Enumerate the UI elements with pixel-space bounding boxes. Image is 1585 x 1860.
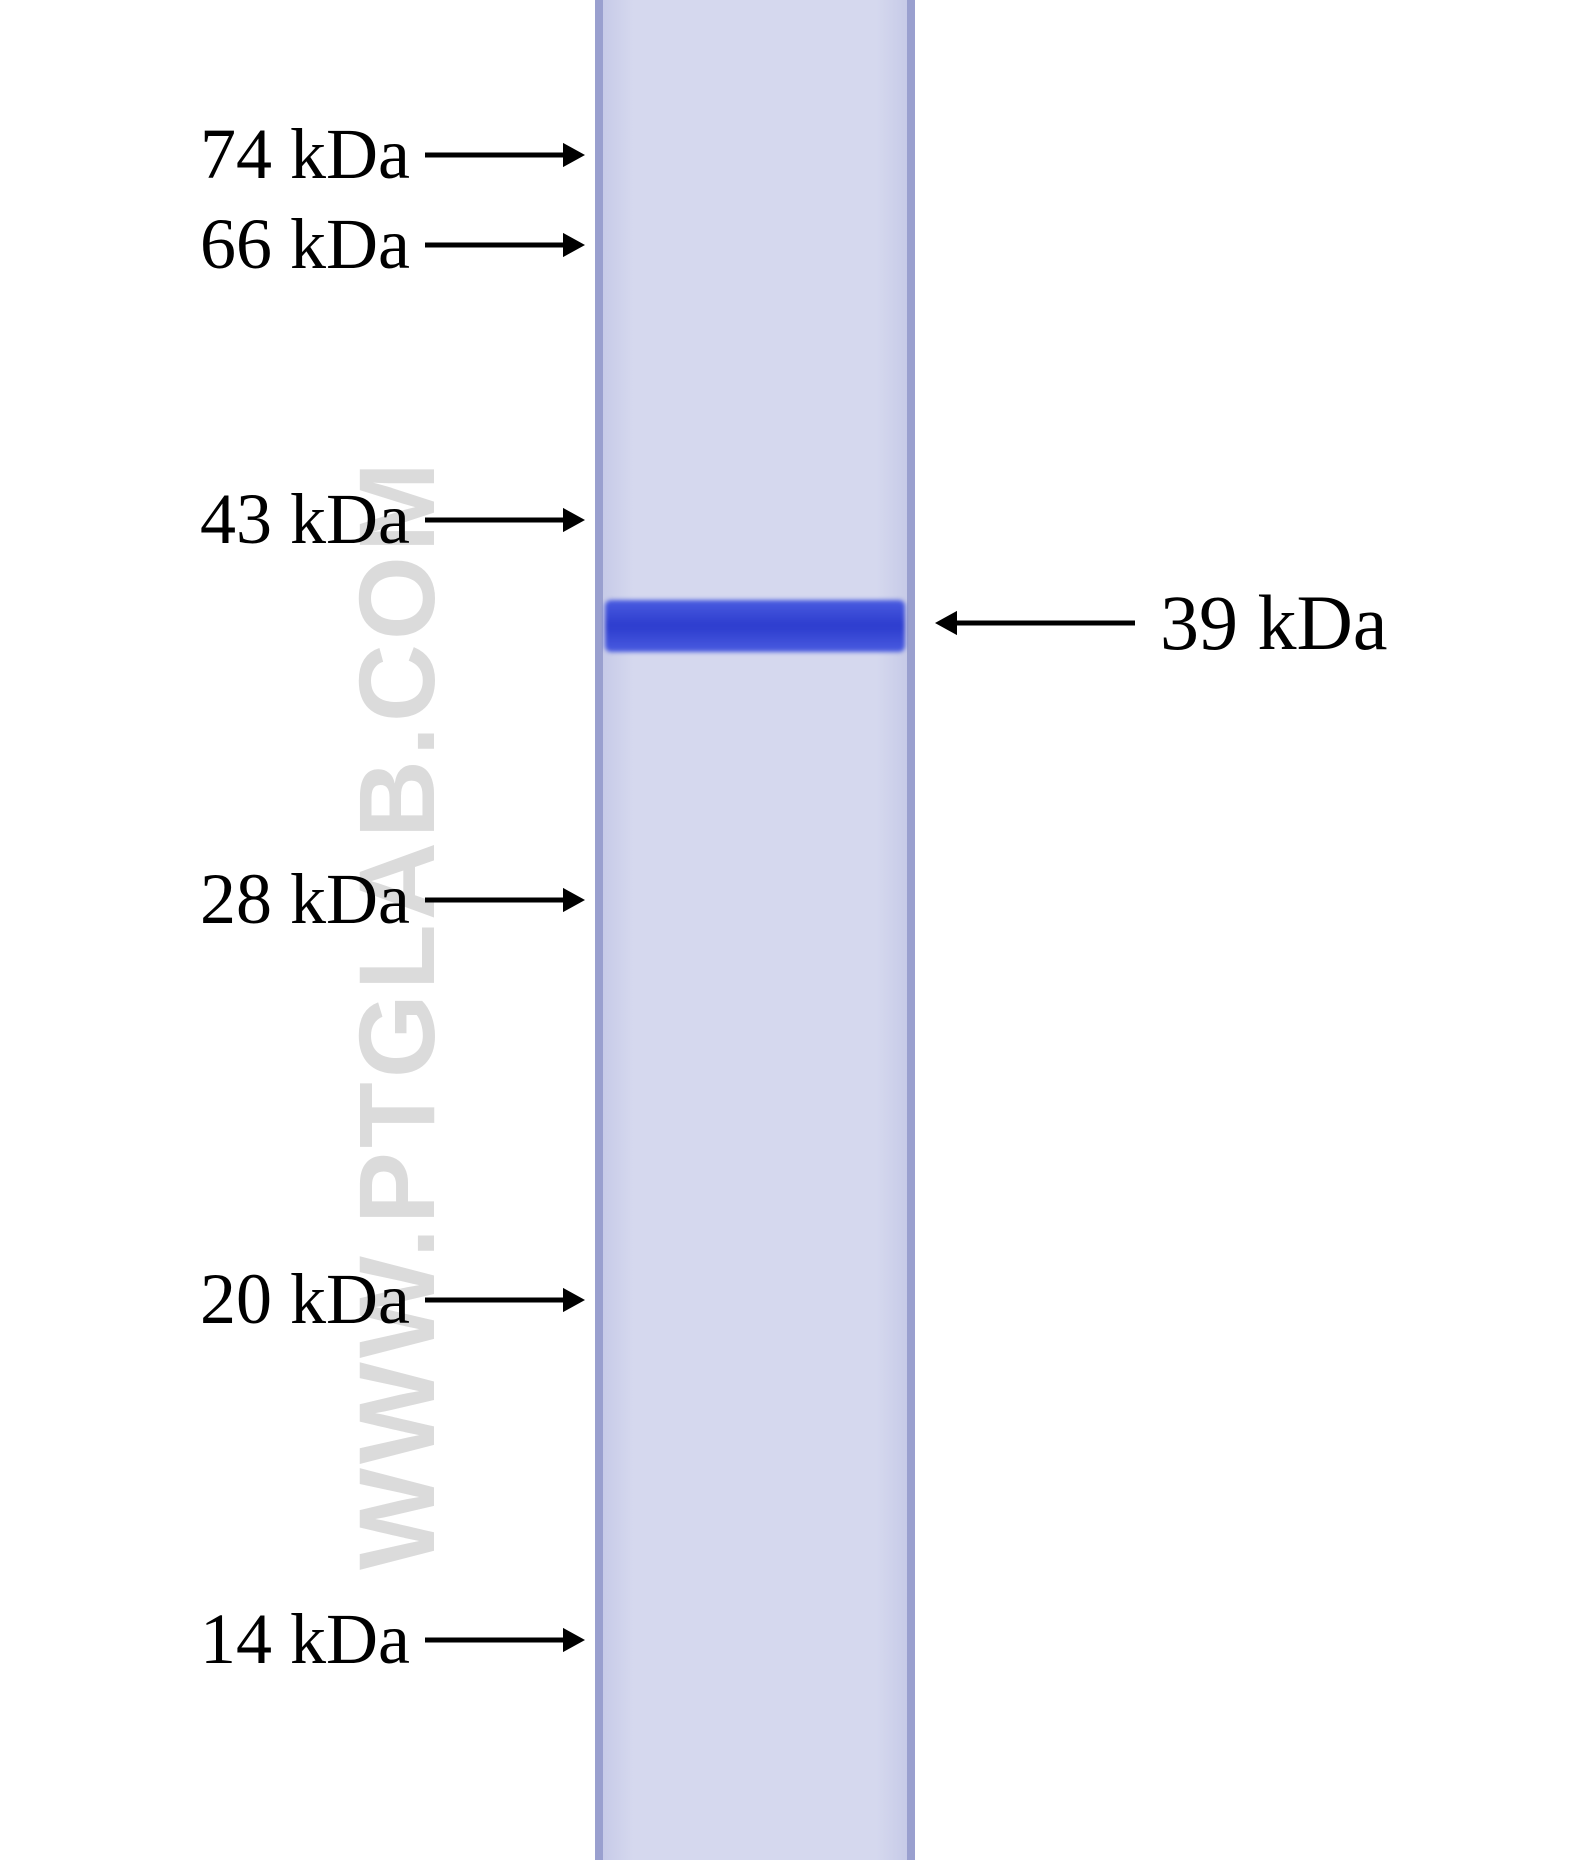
ladder-arrow xyxy=(403,128,607,182)
ladder-arrow xyxy=(403,1273,607,1327)
ladder-label: 14 kDa xyxy=(200,1598,410,1681)
ladder-arrow xyxy=(403,218,607,272)
ladder-label: 28 kDa xyxy=(200,858,410,941)
gel-lane xyxy=(595,0,915,1860)
ladder-label: 20 kDa xyxy=(200,1258,410,1341)
ladder-arrow xyxy=(403,493,607,547)
watermark-text: WWW.PTGLAB.COM xyxy=(343,120,456,1570)
gel-lane-edge-right xyxy=(907,0,915,1860)
gel-lane-edge-left xyxy=(595,0,603,1860)
ladder-arrow xyxy=(403,873,607,927)
ladder-label: 43 kDa xyxy=(200,478,410,561)
band-arrow xyxy=(913,596,1157,650)
band-size-label: 39 kDa xyxy=(1160,578,1387,668)
ladder-label: 74 kDa xyxy=(200,113,410,196)
gel-lane-fill xyxy=(595,0,915,1860)
ladder-label: 66 kDa xyxy=(200,203,410,286)
ladder-arrow xyxy=(403,1613,607,1667)
protein-band xyxy=(605,600,905,652)
